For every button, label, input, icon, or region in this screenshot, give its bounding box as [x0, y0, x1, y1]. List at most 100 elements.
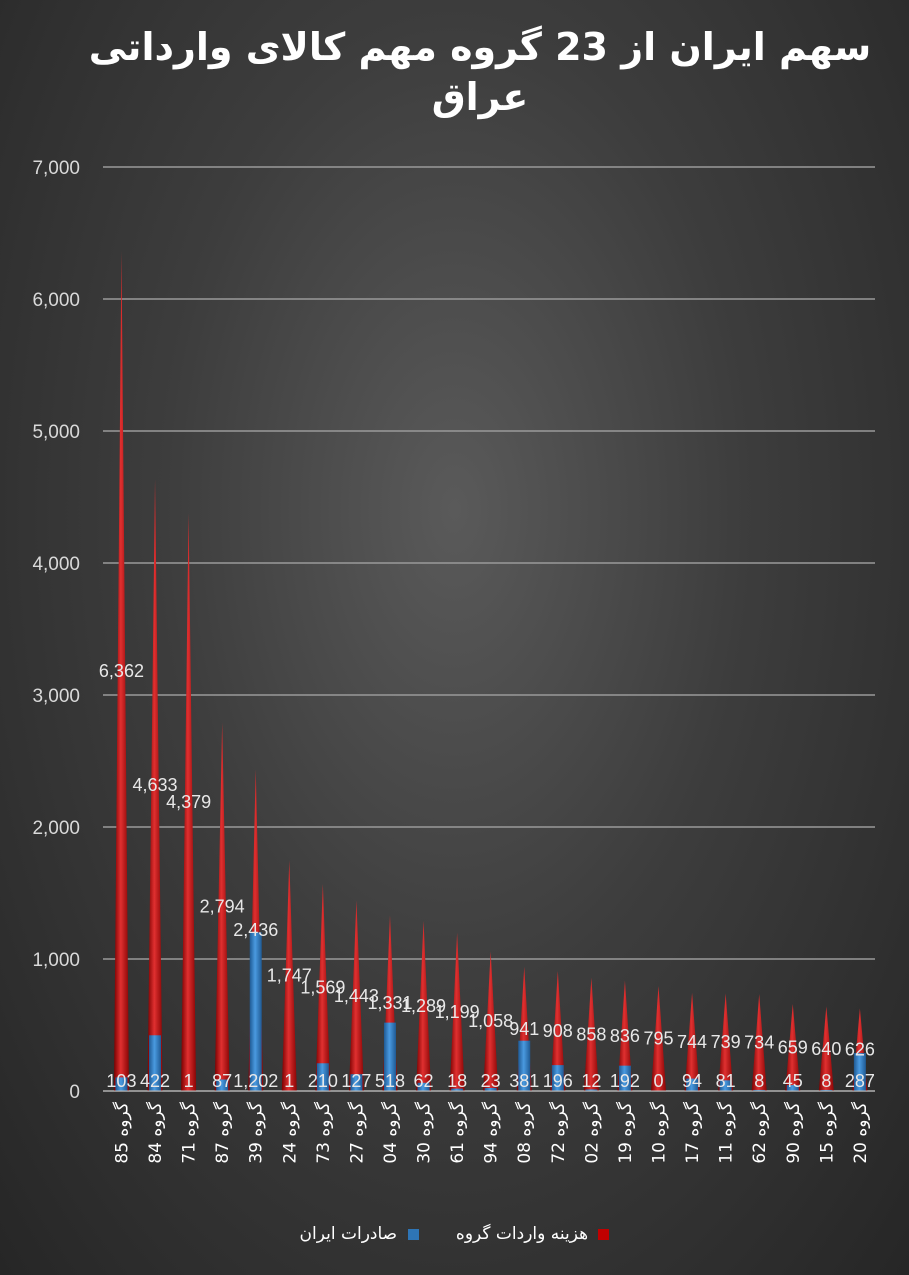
category-label: گروه 61 [447, 1101, 468, 1164]
legend-item-imports: هزینه واردات گروه [456, 1224, 610, 1244]
category-label: گروه 94 [481, 1101, 502, 1164]
import-cone [113, 251, 129, 1091]
category-label: گروه 73 [313, 1101, 334, 1164]
export-bar [618, 1065, 631, 1091]
import-data-label: 1,443 [334, 986, 379, 1006]
category-label: گروه 15 [816, 1101, 837, 1164]
category-label: گروه 20 [850, 1101, 871, 1164]
import-cone [449, 932, 465, 1091]
y-tick-label: 1,000 [32, 950, 80, 971]
export-data-label: 210 [308, 1071, 338, 1091]
import-cone [785, 1004, 801, 1091]
export-data-label: 8 [821, 1071, 831, 1091]
import-cone [214, 722, 230, 1091]
export-bar [417, 1082, 430, 1091]
export-data-label: 94 [682, 1071, 702, 1091]
import-cone [818, 1006, 834, 1091]
import-data-label: 1,331 [367, 993, 412, 1013]
category-label: گروه 27 [346, 1101, 367, 1164]
import-data-label: 908 [543, 1021, 573, 1041]
export-bar [350, 1074, 363, 1091]
export-data-label: 81 [716, 1071, 736, 1091]
legend-label-iran-exports: صادرات ایران [299, 1224, 398, 1244]
legend-label-imports: هزینه واردات گروه [455, 1224, 589, 1244]
export-bar [853, 1053, 866, 1091]
export-bar [149, 1035, 162, 1091]
import-cone [751, 994, 767, 1091]
category-label: گروه 11 [716, 1101, 737, 1164]
import-data-label: 1,058 [468, 1011, 513, 1031]
export-data-label: 192 [610, 1071, 640, 1091]
export-bar [383, 1022, 396, 1091]
category-label: گروه 84 [145, 1101, 166, 1164]
export-data-label: 62 [414, 1071, 434, 1091]
import-cone [348, 900, 364, 1091]
import-data-label: 1,569 [300, 977, 345, 997]
export-data-label: 12 [581, 1071, 601, 1091]
import-cone [483, 951, 499, 1091]
export-bar [316, 1063, 329, 1091]
y-tick-label: 0 [69, 1082, 80, 1103]
category-label: گروه 08 [514, 1101, 535, 1164]
import-data-label: 734 [744, 1033, 774, 1053]
export-bar [115, 1077, 128, 1091]
export-bar [484, 1087, 497, 1091]
export-data-label: 127 [341, 1071, 371, 1091]
export-data-label: 0 [653, 1071, 663, 1091]
import-data-label: 836 [610, 1026, 640, 1046]
legend-swatch-imports [598, 1228, 610, 1240]
export-bar [820, 1089, 833, 1091]
import-data-label: 1,747 [267, 966, 312, 986]
import-data-label: 640 [811, 1039, 841, 1059]
y-tick-label: 5,000 [32, 422, 80, 443]
y-tick-label: 4,000 [32, 554, 80, 575]
export-data-label: 87 [212, 1071, 232, 1091]
import-data-label: 744 [677, 1032, 707, 1052]
export-bar [249, 932, 262, 1091]
category-label: گروه 17 [682, 1101, 703, 1164]
import-cone [315, 883, 331, 1091]
export-data-label: 8 [754, 1071, 764, 1091]
category-label: گروه 87 [212, 1101, 233, 1164]
y-tick-label: 2,000 [32, 818, 80, 839]
export-data-label: 1 [184, 1071, 194, 1091]
y-tick-label: 3,000 [32, 686, 80, 707]
category-label: گروه 72 [548, 1101, 569, 1164]
import-data-label: 739 [711, 1032, 741, 1052]
export-bar [686, 1078, 699, 1091]
import-data-label: 941 [509, 1019, 539, 1039]
import-cone [181, 512, 197, 1091]
export-bar [753, 1089, 766, 1091]
import-cone [684, 992, 700, 1091]
category-label: گروه 02 [581, 1101, 602, 1164]
category-label: گروه 62 [749, 1101, 770, 1164]
category-label: گروه 19 [615, 1101, 636, 1164]
category-label: گروه 10 [649, 1101, 670, 1164]
import-cone [416, 920, 432, 1091]
import-data-label: 1,289 [401, 996, 446, 1016]
category-label: گروه 71 [179, 1101, 200, 1164]
import-data-label: 2,436 [233, 920, 278, 940]
export-bar [451, 1088, 464, 1091]
category-label: گروه 04 [380, 1101, 401, 1164]
export-data-label: 196 [543, 1071, 573, 1091]
import-cone [583, 977, 599, 1091]
export-data-label: 1,202 [233, 1071, 278, 1091]
export-data-label: 287 [845, 1071, 875, 1091]
export-data-label: 518 [375, 1071, 405, 1091]
export-data-label: 422 [140, 1071, 170, 1091]
import-data-label: 6,362 [99, 661, 144, 681]
export-data-label: 18 [447, 1071, 467, 1091]
import-cone [718, 993, 734, 1091]
export-data-label: 103 [106, 1071, 136, 1091]
import-cone [147, 479, 163, 1092]
export-bar [719, 1080, 732, 1091]
export-bar [551, 1065, 564, 1091]
import-data-label: 1,199 [435, 1002, 480, 1022]
category-label: گروه 24 [279, 1101, 300, 1164]
import-data-label: 858 [576, 1024, 606, 1044]
export-bar [216, 1079, 229, 1091]
import-cone [651, 986, 667, 1091]
category-label: گروه 85 [111, 1101, 132, 1164]
export-data-label: 1 [284, 1071, 294, 1091]
